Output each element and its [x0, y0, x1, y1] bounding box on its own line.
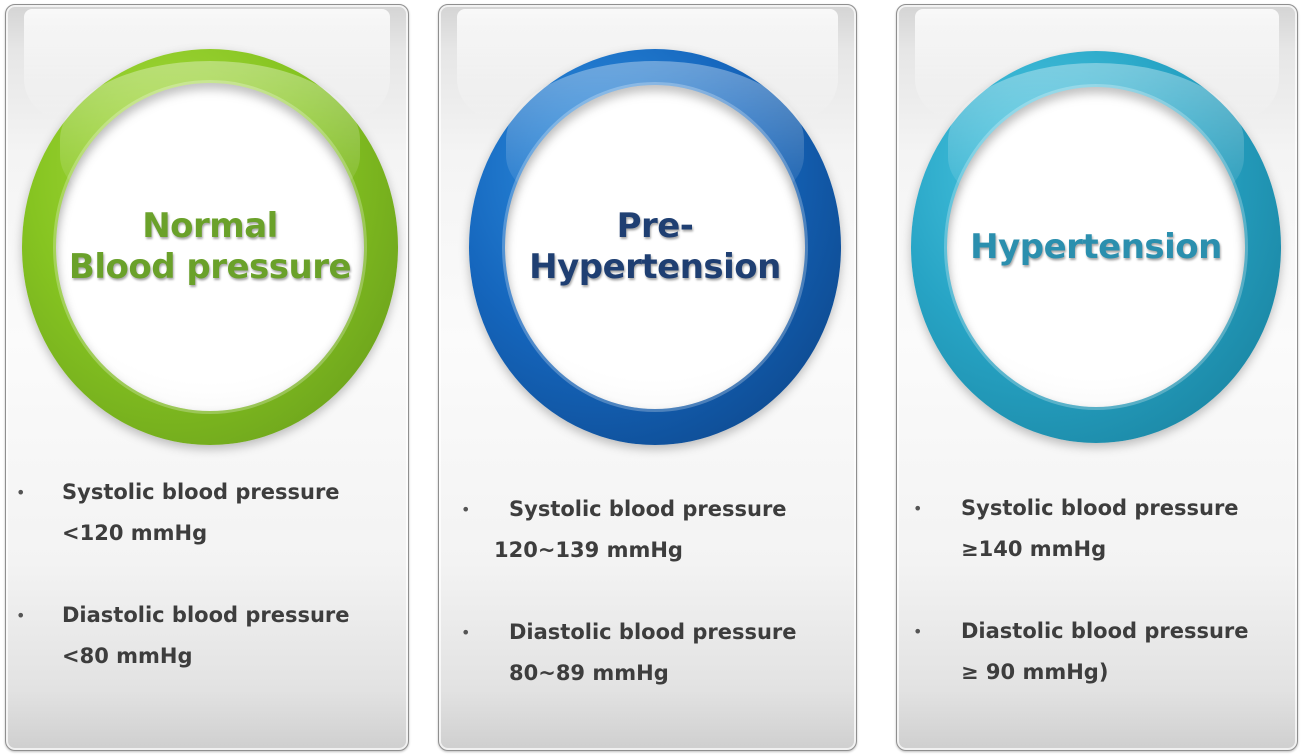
card-title: Hypertension [970, 227, 1222, 268]
list-item: • Diastolic blood pressure ≥ 90 mmHg) [897, 611, 1297, 693]
title-line: Hypertension [529, 247, 781, 287]
ring-center: Pre- Hypertension [505, 85, 805, 409]
bullet-text: Systolic blood pressure ≥140 mmHg [961, 496, 1239, 561]
ring-pre-hypertension: Pre- Hypertension [469, 49, 841, 445]
ring-center: Hypertension [947, 87, 1245, 407]
bullet-icon: • [913, 499, 923, 518]
bullet-icon: • [16, 606, 26, 625]
card-hypertension: Hypertension • Systolic blood pressure ≥… [896, 4, 1298, 751]
list-item: • Systolic blood pressure 120~139 mmHg [439, 489, 856, 571]
bullet-list: • Systolic blood pressure 120~139 mmHg •… [439, 489, 856, 735]
bullet-text: Diastolic blood pressure <80 mmHg [62, 603, 350, 668]
ring-normal: Normal Blood pressure [22, 49, 398, 445]
list-item: • Systolic blood pressure ≥140 mmHg [897, 488, 1297, 570]
list-item: • Diastolic blood pressure <80 mmHg [6, 595, 408, 677]
bullet-text: Systolic blood pressure 120~139 mmHg [494, 497, 787, 562]
title-line: Pre- [616, 206, 694, 247]
title-line: Hypertension [970, 226, 1222, 267]
ring-center: Normal Blood pressure [56, 83, 364, 411]
card-normal: Normal Blood pressure • Systolic blood p… [5, 4, 409, 751]
bullet-icon: • [16, 483, 26, 502]
card-pre-hypertension: Pre- Hypertension • Systolic blood press… [438, 4, 857, 751]
bullet-icon: • [461, 623, 471, 642]
bullet-list: • Systolic blood pressure ≥140 mmHg • Di… [897, 488, 1297, 734]
bullet-list: • Systolic blood pressure <120 mmHg • Di… [6, 472, 408, 718]
list-item: • Diastolic blood pressure 80~89 mmHg [439, 612, 856, 694]
card-title: Normal Blood pressure [68, 206, 352, 288]
title-line: Blood pressure [68, 247, 352, 287]
bullet-text: Diastolic blood pressure 80~89 mmHg [509, 620, 797, 685]
title-line: Normal [142, 206, 278, 247]
list-item: • Systolic blood pressure <120 mmHg [6, 472, 408, 554]
ring-hypertension: Hypertension [911, 51, 1281, 443]
bullet-icon: • [913, 622, 923, 641]
bullet-text: Systolic blood pressure <120 mmHg [62, 480, 340, 545]
bullet-text: Diastolic blood pressure ≥ 90 mmHg) [961, 619, 1249, 684]
card-title: Pre- Hypertension [529, 206, 781, 288]
bullet-icon: • [461, 500, 471, 519]
